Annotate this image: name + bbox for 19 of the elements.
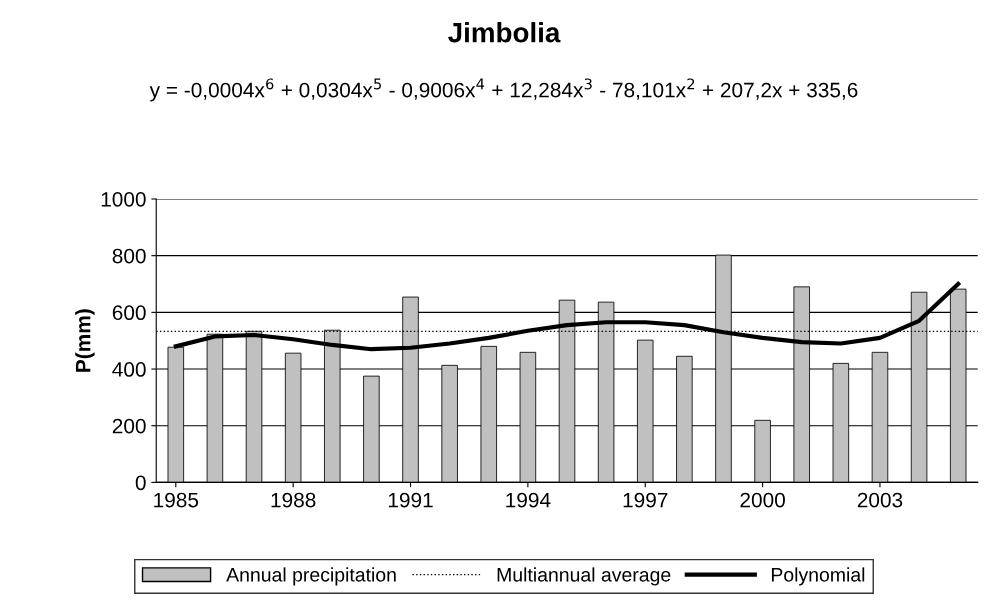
y-tick-label: 0 [135,475,146,491]
text: y = -0,0004x$^{6}$ + 0,0304x$^{5}$ - 0,9006x$^{4}$ + 12,284x$^{3}$ - 78,101x$^{2}$ + 207,2x + 335,6 [149,78,858,102]
legend-label: Polynomial [771,567,865,586]
x-tick-label: 1997 [623,492,668,508]
y-tick-label: 600 [112,305,146,321]
y-tick-label: 800 [112,248,146,264]
y-tick-label: 200 [112,418,146,434]
x-tick-label: 1994 [506,492,551,508]
y-tick-label: 400 [112,362,146,377]
y-tick-label: 1000 [101,191,146,207]
chart-title: Jimbolia [448,22,561,43]
x-tick-label: 2000 [740,492,785,508]
x-tick-label: 2003 [857,492,903,508]
x-tick-label: 1985 [154,492,199,508]
legend-label: Annual precipitation [226,567,396,586]
legend-label: Multiannual average [497,567,671,586]
y-axis-title: P(mm) [75,309,95,372]
x-tick-label: 1991 [388,492,433,508]
x-tick-label: 1988 [271,492,316,508]
